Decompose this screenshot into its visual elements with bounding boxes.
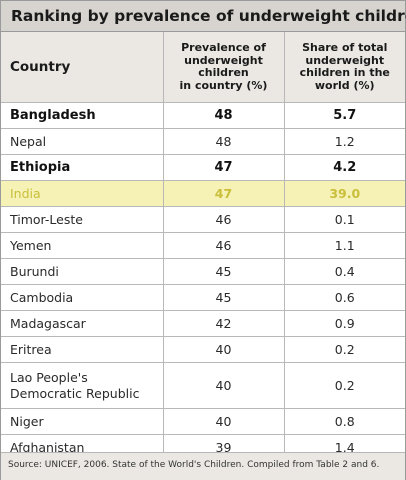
table-row: Ethiopia 47 4.2 [1,154,405,181]
country-name-line: Lao People's [10,369,88,385]
country-name-line: Nepal [10,133,47,149]
table-row: Cambodia 45 0.6 [1,284,405,311]
country-name-line: Afghanistan [10,439,85,455]
share-cell: 1.1 [283,232,405,259]
country-name-line: Burundi [10,263,59,279]
prevalence-cell: 40 [162,408,284,435]
prevalence-cell: 48 [162,128,284,155]
table-header-row: Country Prevalence of underweight childr… [1,32,405,103]
table-row: Nepal 48 1.2 [1,128,405,155]
table-row: India 47 39.0 [1,180,405,207]
country-name-line: Timor-Leste [10,211,83,227]
ranking-table: Country Prevalence of underweight childr… [1,32,405,461]
table-row: Madagascar 42 0.9 [1,310,405,337]
share-cell: 5.7 [283,102,405,129]
title-bar: Ranking by prevalence of underweight chi… [1,1,406,32]
source-note: Source: UNICEF, 2006. State of the World… [1,452,405,480]
country-name-line: Bangladesh [10,107,96,123]
table-body: Bangladesh 48 5.7 Nepal 48 1.2 Ethiopia 47 4.2 In… [1,102,405,461]
chart-title: Ranking by prevalence of underweight chi… [11,7,406,25]
share-cell: 0.1 [283,206,405,233]
table-row: Eritrea 40 0.2 [1,336,405,363]
share-cell: 0.8 [283,408,405,435]
prevalence-cell: 40 [162,362,284,409]
prevalence-cell: 42 [162,310,284,337]
table-row: Lao People's Democratic Republic 40 0.2 [1,362,405,409]
country-cell: Nepal [1,128,163,155]
source-text: Source: UNICEF, 2006. State of the World… [8,460,380,470]
table-row: Burundi 45 0.4 [1,258,405,285]
table-row: Yemen 46 1.1 [1,232,405,259]
country-cell: India [1,180,163,207]
header-line: Share of total [302,41,388,54]
column-header-share: Share of total underweight children in t… [283,32,405,103]
country-cell: Bangladesh [1,102,163,129]
country-name-line: Madagascar [10,315,86,331]
table-row: Timor-Leste 46 0.1 [1,206,405,233]
share-cell: 39.0 [283,180,405,207]
prevalence-cell: 45 [162,258,284,285]
country-name-line: Eritrea [10,341,52,357]
country-cell: Timor-Leste [1,206,163,233]
country-cell: Burundi [1,258,163,285]
prevalence-cell: 48 [162,102,284,129]
table-row: Bangladesh 48 5.7 [1,102,405,129]
country-cell: Madagascar [1,310,163,337]
share-cell: 0.6 [283,284,405,311]
country-name-line: Cambodia [10,289,74,305]
prevalence-cell: 46 [162,206,284,233]
country-name-line: Yemen [10,237,52,253]
country-cell: Niger [1,408,163,435]
header-line: in country (%) [179,78,268,92]
country-name-line: Niger [10,413,44,429]
country-cell: Yemen [1,232,163,259]
column-header-prevalence: Prevalence of underweight children in co… [162,32,284,103]
country-name-line: India [10,185,41,201]
prevalence-cell: 45 [162,284,284,311]
column-header-country: Country [1,32,163,103]
country-cell: Eritrea [1,336,163,363]
header-line: children [198,66,249,79]
prevalence-cell: 47 [162,180,284,207]
country-cell: Ethiopia [1,154,163,181]
table-row: Niger 40 0.8 [1,408,405,435]
header-line: world (%) [314,78,375,92]
header-line: Prevalence of [181,41,266,54]
share-cell: 0.4 [283,258,405,285]
share-cell: 0.9 [283,310,405,337]
prevalence-cell: 40 [162,336,284,363]
header-line: underweight [184,53,263,67]
country-name-line: Democratic Republic [10,385,140,401]
prevalence-cell: 47 [162,154,284,181]
country-name-line: Ethiopia [10,159,71,175]
share-cell: 0.2 [283,362,405,409]
country-cell: Lao People's Democratic Republic [1,362,163,409]
share-cell: 4.2 [283,154,405,181]
header-line: underweight [305,53,385,67]
header-line: children in the [299,66,390,79]
country-cell: Cambodia [1,284,163,311]
share-cell: 0.2 [283,336,405,363]
share-cell: 1.2 [283,128,405,155]
prevalence-cell: 46 [162,232,284,259]
